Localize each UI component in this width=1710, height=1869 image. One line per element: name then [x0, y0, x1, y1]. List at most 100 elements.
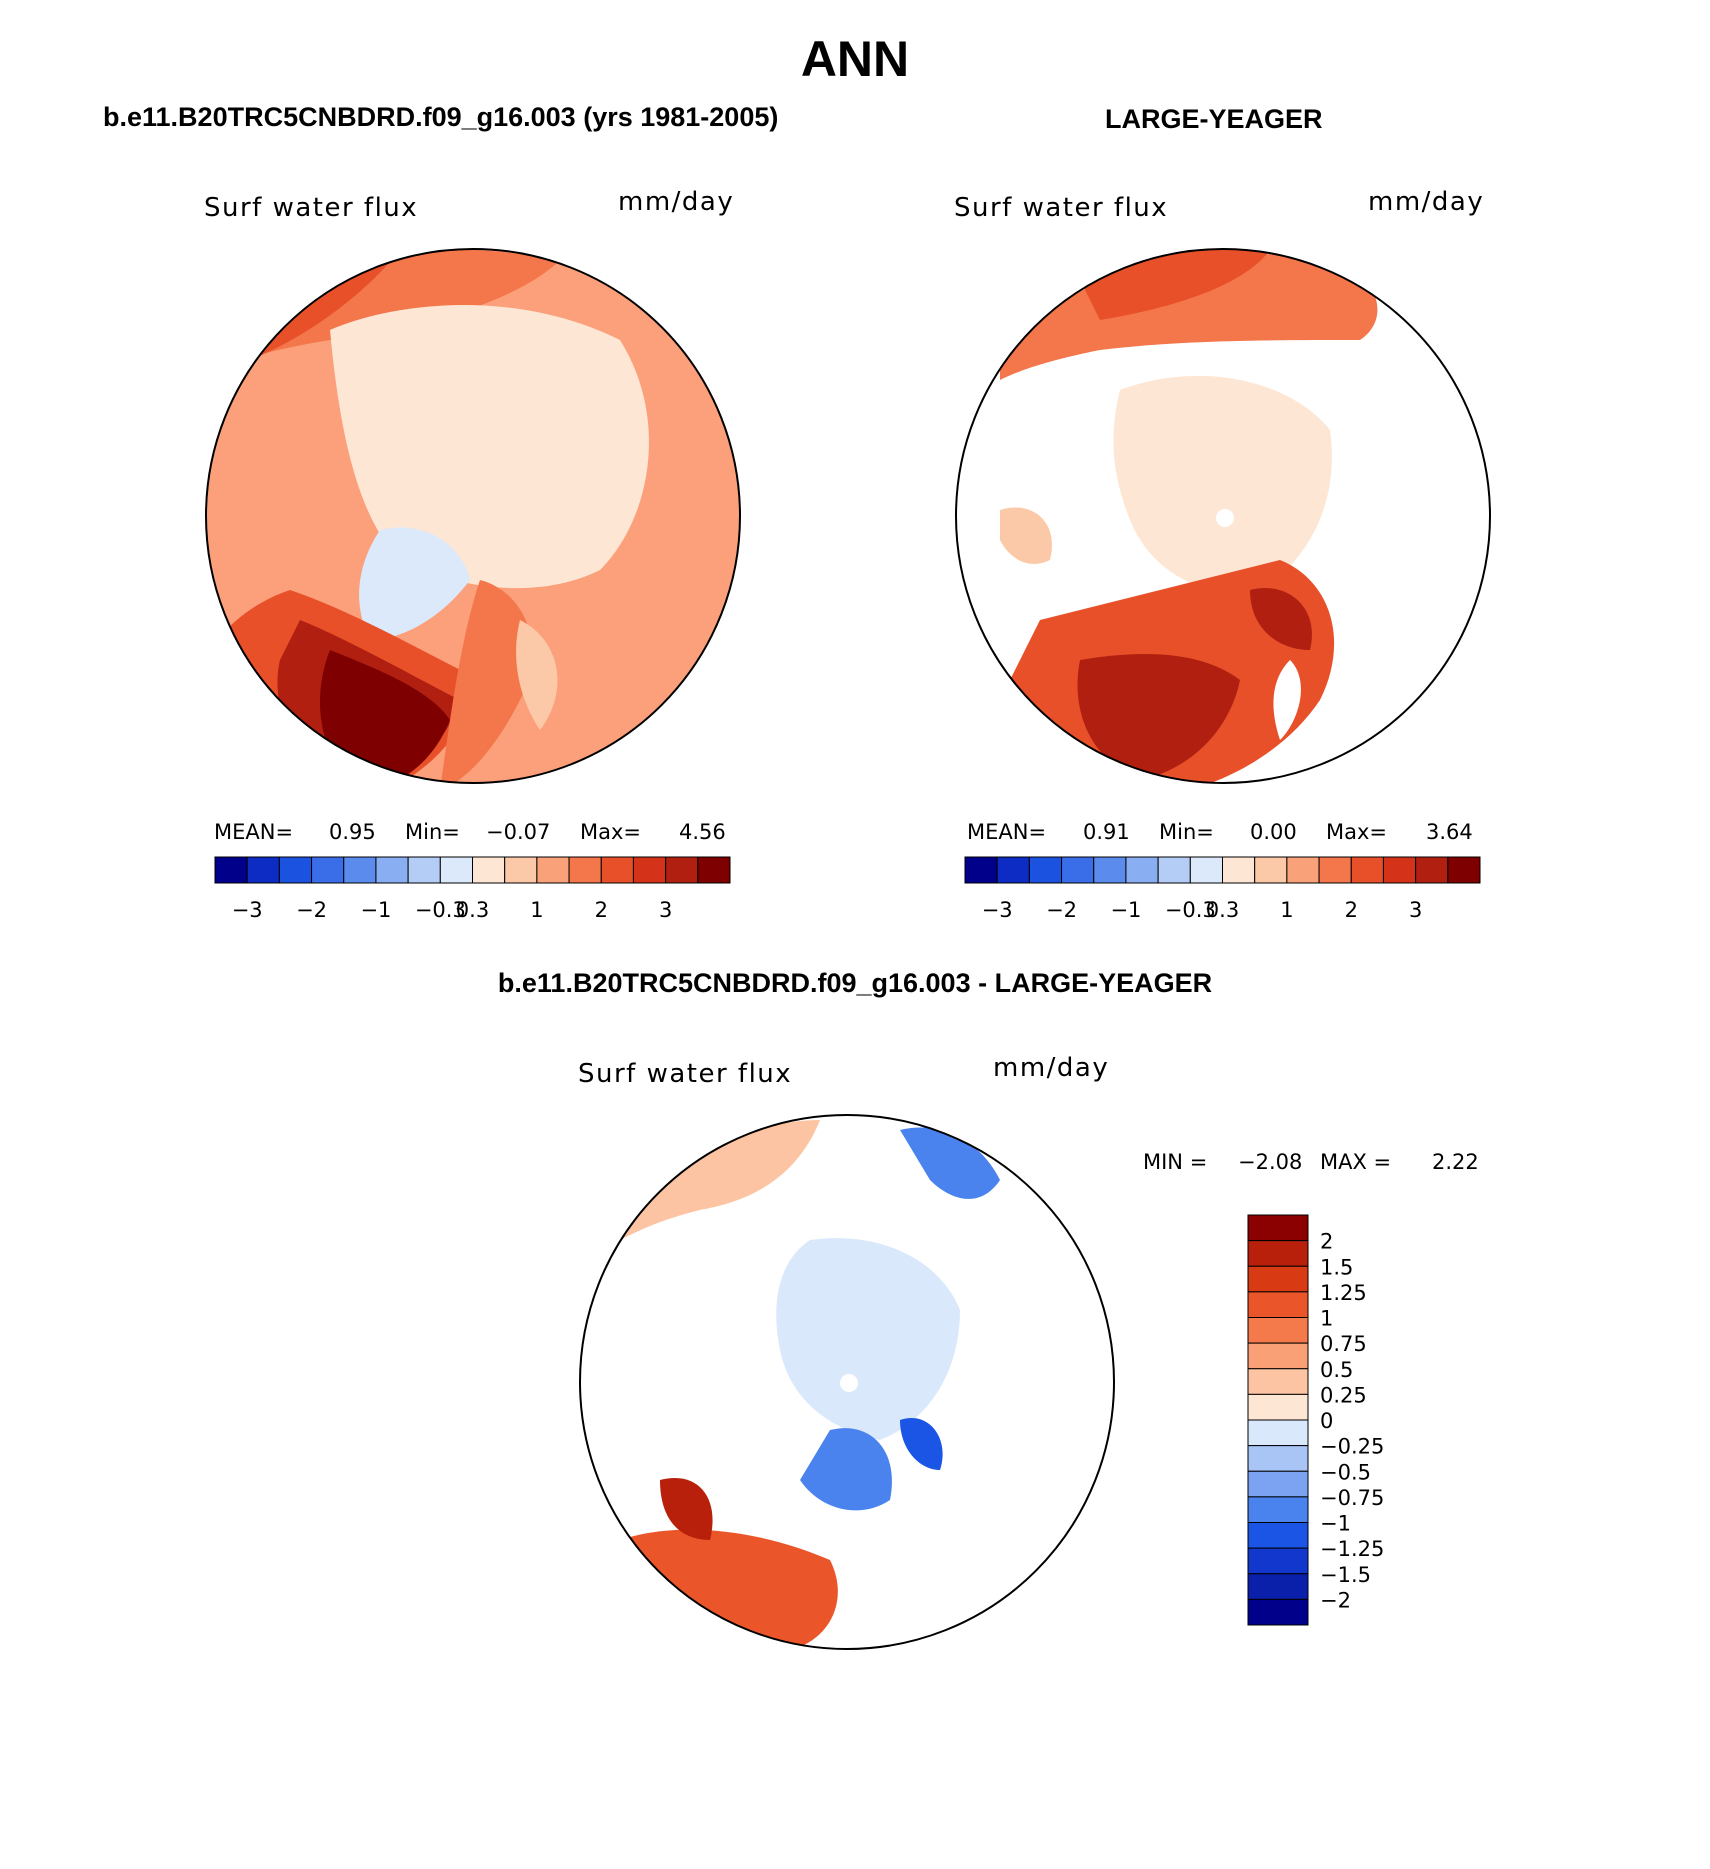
- panel1-units-label: mm/day: [618, 187, 735, 217]
- panel3-bering-negative: [900, 1127, 1000, 1199]
- panel3-colorbar-tick-label: 0.5: [1320, 1358, 1353, 1382]
- panel2-max-value: 3.64: [1426, 820, 1473, 844]
- panel3-labrador-positive: [660, 1478, 713, 1540]
- panel2-colorbar-swatch: [1222, 856, 1256, 884]
- panel1-colorbar-swatch: [375, 856, 409, 884]
- panel2-colorbar-swatch: [996, 856, 1030, 884]
- panel1-colorbar-swatch: [407, 856, 441, 884]
- panel3-case-title: b.e11.B20TRC5CNBDRD.f09_g16.003 - LARGE-…: [497, 968, 1213, 998]
- panel3-colorbar-swatch: [1247, 1342, 1309, 1370]
- panel1-colorbar-swatch: [568, 856, 602, 884]
- panel1-map-border: [205, 248, 741, 784]
- panel1-colorbar-swatch: [632, 856, 667, 884]
- panel1-colorbar-swatch: [472, 856, 506, 884]
- panel1-colorbar-swatch: [278, 856, 313, 884]
- panel1-colorbar-swatch: [600, 856, 634, 884]
- panel3-scandinavia: [896, 1500, 931, 1600]
- panel1-baltic: [516, 620, 558, 730]
- panel3-greenland: [690, 1432, 790, 1491]
- panel3-colorbar-tick-label: 0.75: [1320, 1332, 1367, 1356]
- panel2-colorbar-swatch: [964, 856, 998, 884]
- panel3-colorbar-tick-label: −1.25: [1320, 1537, 1384, 1561]
- panel1-greenland: [359, 527, 470, 640]
- panel2-colorbar-swatch: [1286, 856, 1320, 884]
- panel2-colorbar-tick-label: 0.3: [1206, 898, 1239, 922]
- panel2-colorbar-swatch: [1125, 856, 1159, 884]
- panel1-colorbar-swatch: [536, 856, 570, 884]
- panel1-map: [206, 249, 740, 783]
- panel3-colorbar-tick-label: −0.75: [1320, 1486, 1384, 1510]
- panel1-case-title: b.e11.B20TRC5CNBDRD.f09_g16.003 (yrs 198…: [103, 102, 779, 132]
- panel1-colorbar-swatch: [504, 856, 538, 884]
- panel3-colorbar-swatch: [1247, 1598, 1309, 1626]
- panel1-colorbar-swatch: [439, 856, 473, 884]
- panel1-mean-label: MEAN=: [214, 820, 294, 844]
- panel2-colorbar-tick-label: −1: [1110, 898, 1141, 922]
- panel3-map-border: [579, 1114, 1115, 1650]
- panel3-pacific-band: [620, 1120, 820, 1240]
- panel1-colorbar-swatch: [246, 856, 280, 884]
- figure-title: ANN: [800, 31, 910, 87]
- panel1-mean-value: 0.95: [329, 820, 376, 844]
- panel3-colorbar-swatch: [1247, 1547, 1309, 1575]
- panel1-min-value: −0.07: [486, 820, 551, 844]
- panel3-colorbar-tick-label: −1.5: [1320, 1563, 1371, 1587]
- panel1-colorbar-tick-label: 0.3: [456, 898, 489, 922]
- panel2-colorbar-tick-label: −0.3: [1165, 898, 1216, 922]
- panel3-colorbar-tick-label: −0.25: [1320, 1435, 1384, 1459]
- panel1-arctic-ocean: [330, 305, 649, 589]
- panel2-min-value: 0.00: [1250, 820, 1297, 844]
- panel3-colorbar-tick-label: 1: [1320, 1307, 1333, 1331]
- panel3-atlantic-negative: [590, 1540, 633, 1610]
- panel1-colorbar-tick-label: 1: [530, 898, 543, 922]
- panel1-colorbar-tick-label: −1: [360, 898, 391, 922]
- panel3-variable-label: Surf water flux: [578, 1059, 793, 1089]
- panel3-colorbar-tick-label: 0.25: [1320, 1383, 1367, 1407]
- panel3-colorbar-tick-label: 2: [1320, 1230, 1333, 1254]
- panel3-colorbar-tick-label: −1: [1320, 1512, 1351, 1536]
- panel3-colorbar-swatch: [1247, 1393, 1309, 1421]
- panel3-colorbar-swatch: [1247, 1522, 1309, 1549]
- panel2-colorbar-swatch: [1318, 856, 1352, 884]
- panel3-colorbar-swatch: [1247, 1214, 1309, 1242]
- panel2-atlantic-core: [1077, 654, 1240, 780]
- panel2-colorbar-swatch: [1415, 856, 1449, 884]
- panel2-norwegian-core: [1250, 588, 1312, 650]
- panel2-mean-label: MEAN=: [967, 820, 1047, 844]
- panel1-colorbar-swatch: [311, 856, 345, 884]
- panel1-colorbar: −3 −2 −1 −0.30.3 1 2 3: [214, 856, 731, 922]
- panel2-colorbar-tick-label: 2: [1345, 898, 1358, 922]
- panel3-colorbar-tick-label: 1.25: [1320, 1281, 1367, 1305]
- panel1-colorbar-tick-label: 3: [659, 898, 672, 922]
- panel3-kara-negative: [900, 1418, 943, 1470]
- panel1-norwegian-sea: [440, 580, 533, 783]
- panel3-max-label: MAX =: [1320, 1150, 1392, 1174]
- panel2-arctic-ocean: [1113, 375, 1332, 592]
- panel3-min-value: −2.08: [1238, 1150, 1303, 1174]
- panel2-colorbar-tick-label: −3: [982, 898, 1013, 922]
- panel1-colorbar-tick-label: −0.3: [415, 898, 466, 922]
- panel2-colorbar-swatch: [1382, 856, 1417, 884]
- panel2-colorbar-swatch: [1157, 856, 1191, 884]
- panel2-colorbar-tick-label: −2: [1046, 898, 1077, 922]
- panel2-scandinavia: [1273, 660, 1301, 740]
- panel2-map-border: [955, 248, 1491, 784]
- panel3-units-label: mm/day: [993, 1053, 1110, 1083]
- panel2-colorbar-swatch: [1028, 856, 1063, 884]
- panel2-colorbar-swatch: [1093, 856, 1127, 884]
- panel1-colorbar-tick-label: −3: [232, 898, 263, 922]
- panel1-colorbar-swatch: [665, 856, 699, 884]
- panel2-colorbar: −3 −2 −1 −0.30.3 1 2 3: [964, 856, 1481, 922]
- panel1-colorbar-swatch: [343, 856, 377, 884]
- panel2-colorbar-swatch: [1350, 856, 1384, 884]
- panel3-arctic-negative: [776, 1238, 960, 1440]
- panel3-max-value: 2.22: [1432, 1150, 1479, 1174]
- panel2-min-label: Min=: [1159, 820, 1214, 844]
- panel2-pole-hole: [1216, 509, 1234, 527]
- panel2-mean-value: 0.91: [1083, 820, 1130, 844]
- panel3-colorbar-swatch: [1247, 1573, 1309, 1600]
- panel2-variable-label: Surf water flux: [954, 193, 1169, 223]
- panel3-colorbar-swatch: [1247, 1317, 1309, 1344]
